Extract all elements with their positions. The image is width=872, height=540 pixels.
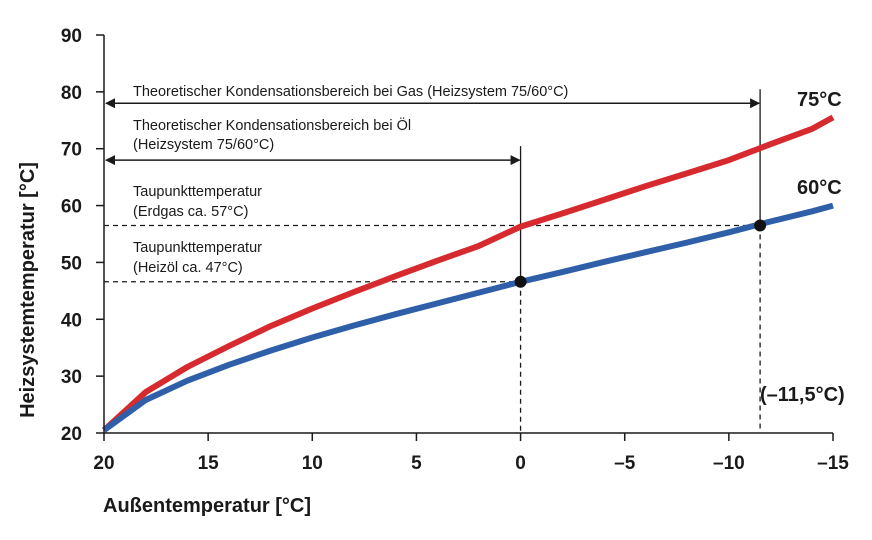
intersection-point-1 [754,219,767,232]
dew-oil-label-line1: Taupunkttemperatur [133,240,262,256]
y-tick-label-6: 80 [61,83,82,104]
y-tick-label-1: 30 [61,367,82,388]
dew-gas-label-line1: Taupunkttemperatur [133,184,262,200]
x-tick-label-4: 0 [515,453,526,474]
x-tick-label-5: –5 [614,453,636,474]
y-tick-label-7: 90 [61,26,82,47]
reference-lines-layer [104,89,761,433]
x-tick-label-0: 20 [93,453,114,474]
dew-gas-label-line2: (Erdgas ca. 57°C) [133,204,248,220]
y-tick-label-4: 60 [61,197,82,218]
series-line-1 [102,202,834,433]
x-axis-title: Außentemperatur [°C] [103,495,311,517]
x-tick-label-1: 15 [198,453,220,474]
series-label-75: 75°C [797,89,842,111]
oil-range-label-line2: (Heizsystem 75/60°C) [133,137,274,153]
y-tick-label-2: 40 [61,310,82,331]
x-tick-label-6: –10 [713,453,745,474]
series-label-60: 60°C [797,177,842,199]
gas-range-label: Theoretischer Kondensationsbereich bei G… [133,84,568,100]
x-tick-label-7: –15 [817,453,849,474]
x-marker-label: (–11,5°C) [760,384,845,406]
oil-range-label-line1: Theoretischer Kondensationsbereich bei Ö… [133,116,411,134]
points-layer [514,219,767,288]
series-line-0 [101,114,835,433]
y-tick-label-0: 20 [61,424,82,445]
series-layer [101,114,835,433]
y-tick-label-5: 70 [61,140,82,161]
y-tick-label-3: 50 [61,253,82,274]
dew-oil-label-line2: (Heizöl ca. 47°C) [133,260,243,276]
intersection-point-0 [514,275,527,288]
y-axis-title: Heizsystemtemperatur [°C] [17,162,39,418]
x-tick-label-2: 10 [302,453,323,474]
x-tick-label-3: 5 [411,453,422,474]
